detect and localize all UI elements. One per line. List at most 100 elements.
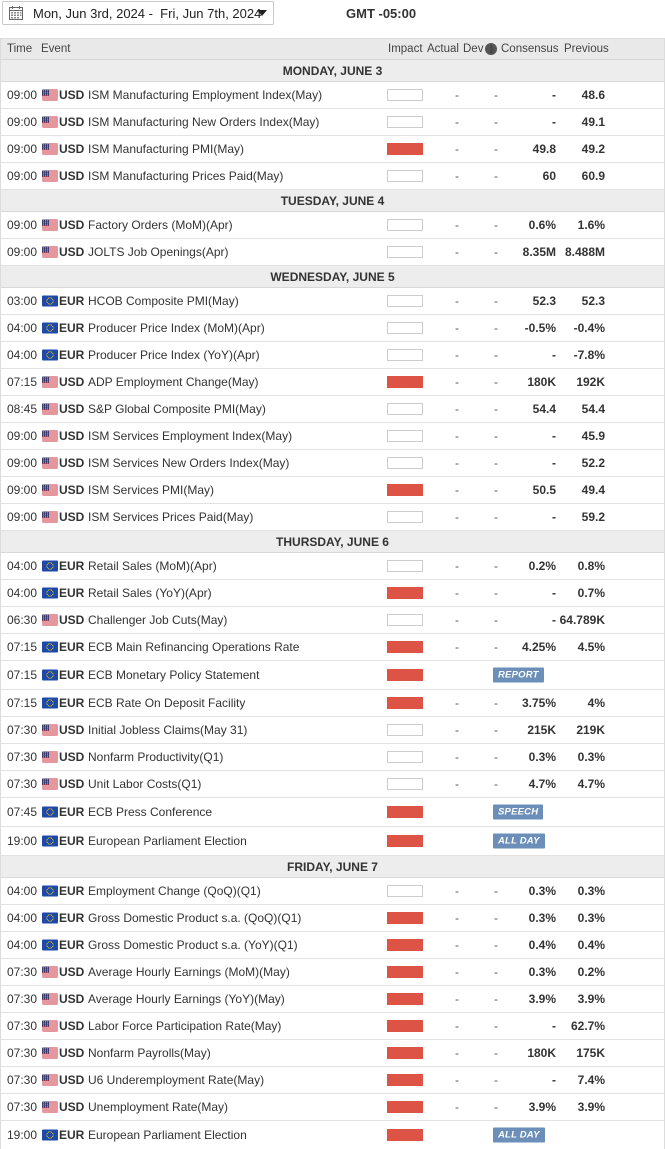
us-flag-icon (42, 993, 58, 1005)
event-name[interactable]: ISM Manufacturing Prices Paid(May) (88, 169, 284, 183)
table-row[interactable]: 07:30 USD Average Hourly Earnings (YoY)(Ma… (1, 986, 664, 1013)
table-row[interactable]: 07:30 USD Nonfarm Payrolls(May) - - 180K 175K (1, 1040, 664, 1067)
event-name[interactable]: Unemployment Rate(May) (88, 1100, 229, 1114)
dev-value: - (494, 169, 498, 183)
event-name[interactable]: Average Hourly Earnings (YoY)(May) (88, 992, 285, 1006)
table-row[interactable]: 04:00 EUR Producer Price Index (YoY)(Apr) -… (1, 342, 664, 369)
consensus-value: 3.9% (528, 1100, 556, 1114)
table-row[interactable]: 08:45 USD S&P Global Composite PMI(May) - - 5… (1, 396, 664, 423)
header-time[interactable]: Time (7, 43, 33, 55)
table-row[interactable]: 09:00 USD ISM Services PMI(May) - - 50.5 49.4 (1, 477, 664, 504)
table-row[interactable]: 07:30 USD Average Hourly Earnings (MoM)(Ma… (1, 959, 664, 986)
us-flag-icon (42, 1047, 58, 1059)
chevron-down-icon[interactable] (257, 10, 267, 16)
table-row[interactable]: 09:00 USD ISM Services Employment Index(Ma… (1, 423, 664, 450)
info-icon[interactable]: i (485, 43, 498, 55)
table-row[interactable]: 03:00 EUR HCOB Composite PMI(May) - - 52.3 52.… (1, 288, 664, 315)
table-row[interactable]: 06:30 USD Challenger Job Cuts(May) - - -64.78… (1, 607, 664, 634)
header-previous[interactable]: Previous (564, 43, 609, 55)
date-range-picker[interactable]: Mon, Jun 3rd, 2024 - Fri, Jun 7th, 2024 (2, 1, 274, 25)
event-name[interactable]: Challenger Job Cuts(May) (88, 613, 228, 627)
table-row[interactable]: 07:30 USD Unit Labor Costs(Q1) - - 4.7% 4.7% (1, 771, 664, 798)
event-name[interactable]: ISM Manufacturing PMI(May) (88, 142, 245, 156)
table-row[interactable]: 07:15 EUR ECB Main Refinancing Operations … (1, 634, 664, 661)
event-name[interactable]: Nonfarm Payrolls(May) (88, 1046, 211, 1060)
event-name[interactable]: JOLTS Job Openings(Apr) (88, 245, 229, 259)
table-row[interactable]: 04:00 EUR Gross Domestic Product s.a. (YoY… (1, 932, 664, 959)
event-name[interactable]: Employment Change (QoQ)(Q1) (88, 884, 261, 898)
event-name[interactable]: Producer Price Index (YoY)(Apr) (88, 348, 260, 362)
table-row[interactable]: 09:00 USD ISM Manufacturing PMI(May) - - 49.8… (1, 136, 664, 163)
event-name[interactable]: S&P Global Composite PMI(May) (88, 402, 266, 416)
event-name[interactable]: Gross Domestic Product s.a. (QoQ)(Q1) (88, 911, 302, 925)
event-name[interactable]: Retail Sales (MoM)(Apr) (88, 559, 217, 573)
table-row[interactable]: 07:45 EUR ECB Press Conference SPEECH (1, 798, 664, 827)
event-name[interactable]: ECB Main Refinancing Operations Rate (88, 640, 300, 654)
event-name[interactable]: ISM Services Prices Paid(May) (88, 510, 254, 524)
table-row[interactable]: 07:15 USD ADP Employment Change(May) - - 180K… (1, 369, 664, 396)
header-dev[interactable]: Dev i (463, 43, 498, 55)
event-name[interactable]: ECB Rate On Deposit Facility (88, 696, 246, 710)
table-row[interactable]: 07:30 USD Initial Jobless Claims(May 31) - -… (1, 717, 664, 744)
table-row[interactable]: 07:30 USD Unemployment Rate(May) - - 3.9% 3.9% (1, 1094, 664, 1121)
event-name[interactable]: Unit Labor Costs(Q1) (88, 777, 202, 791)
event-type-badge[interactable]: ALL DAY (493, 833, 545, 849)
table-row[interactable]: 04:00 EUR Producer Price Index (MoM)(Apr) -… (1, 315, 664, 342)
table-row[interactable]: 09:00 USD ISM Services Prices Paid(May) - - -… (1, 504, 664, 531)
event-name[interactable]: ADP Employment Change(May) (88, 375, 259, 389)
table-row[interactable]: 09:00 USD JOLTS Job Openings(Apr) - - 8.35M 8.… (1, 239, 664, 266)
event-type-badge[interactable]: ALL DAY (493, 1127, 545, 1143)
header-event[interactable]: Event (41, 43, 71, 55)
event-name[interactable]: ISM Services PMI(May) (88, 483, 215, 497)
header-consensus[interactable]: Consensus (501, 43, 559, 55)
dev-value: - (494, 402, 498, 416)
table-row[interactable]: 07:30 USD Labor Force Participation Rate(M… (1, 1013, 664, 1040)
table-row[interactable]: 19:00 EUR European Parliament Election ALL … (1, 1121, 664, 1149)
event-name[interactable]: ECB Monetary Policy Statement (88, 668, 260, 682)
event-name[interactable]: European Parliament Election (88, 834, 247, 848)
impact-indicator (387, 993, 423, 1005)
event-name[interactable]: Producer Price Index (MoM)(Apr) (88, 321, 265, 335)
event-type-badge[interactable]: REPORT (493, 667, 544, 683)
event-name[interactable]: ISM Manufacturing Employment Index(May) (88, 88, 323, 102)
event-name[interactable]: ISM Services Employment Index(May) (88, 429, 293, 443)
event-name[interactable]: ISM Services New Orders Index(May) (88, 456, 290, 470)
table-row[interactable]: 19:00 EUR European Parliament Election ALL … (1, 827, 664, 856)
table-row[interactable]: 04:00 EUR Retail Sales (MoM)(Apr) - - 0.2% 0.8… (1, 553, 664, 580)
header-impact[interactable]: Impact (388, 43, 423, 55)
day-header: TUESDAY, JUNE 4 (1, 190, 664, 212)
table-row[interactable]: 09:00 USD ISM Manufacturing New Orders Ind… (1, 109, 664, 136)
dev-value: - (494, 1100, 498, 1114)
table-row[interactable]: 07:15 EUR ECB Monetary Policy Statement REP… (1, 661, 664, 690)
table-row[interactable]: 07:30 USD Nonfarm Productivity(Q1) - - 0.3% 0.… (1, 744, 664, 771)
event-name[interactable]: ECB Press Conference (88, 805, 213, 819)
event-name[interactable]: ISM Manufacturing New Orders Index(May) (88, 115, 320, 129)
event-name[interactable]: Average Hourly Earnings (MoM)(May) (88, 965, 290, 979)
event-name[interactable]: HCOB Composite PMI(May) (88, 294, 239, 308)
event-name[interactable]: Retail Sales (YoY)(Apr) (88, 586, 212, 600)
table-header: Time Event Impact Actual Dev i Consensus … (1, 39, 664, 60)
event-name[interactable]: Factory Orders (MoM)(Apr) (88, 218, 233, 232)
event-type-badge[interactable]: SPEECH (493, 804, 544, 820)
consensus-value: 4.7% (528, 777, 556, 791)
event-name[interactable]: Labor Force Participation Rate(May) (88, 1019, 282, 1033)
event-time: 09:00 (7, 510, 38, 524)
table-row[interactable]: 04:00 EUR Retail Sales (YoY)(Apr) - - - 0.7% (1, 580, 664, 607)
table-row[interactable]: 09:00 USD ISM Manufacturing Prices Paid(Ma… (1, 163, 664, 190)
table-row[interactable]: 04:00 EUR Gross Domestic Product s.a. (QoQ… (1, 905, 664, 932)
event-name[interactable]: Nonfarm Productivity(Q1) (88, 750, 224, 764)
table-row[interactable]: 09:00 USD ISM Services New Orders Index(Ma… (1, 450, 664, 477)
event-name[interactable]: European Parliament Election (88, 1128, 247, 1142)
event-name[interactable]: Gross Domestic Product s.a. (YoY)(Q1) (88, 938, 298, 952)
actual-value: - (455, 402, 459, 416)
table-row[interactable]: 07:30 USD U6 Underemployment Rate(May) - - - 7… (1, 1067, 664, 1094)
table-row[interactable]: 09:00 USD ISM Manufacturing Employment Ind… (1, 82, 664, 109)
event-name[interactable]: Initial Jobless Claims(May 31) (88, 723, 248, 737)
table-row[interactable]: 04:00 EUR Employment Change (QoQ)(Q1) - - 0.3… (1, 878, 664, 905)
header-actual[interactable]: Actual (427, 43, 459, 55)
table-row[interactable]: 07:15 EUR ECB Rate On Deposit Facility - - 3.… (1, 690, 664, 717)
eu-flag-icon (42, 806, 58, 818)
table-row[interactable]: 09:00 USD Factory Orders (MoM)(Apr) - - 0.6% 1… (1, 212, 664, 239)
currency-code: USD (59, 402, 85, 416)
event-name[interactable]: U6 Underemployment Rate(May) (88, 1073, 265, 1087)
